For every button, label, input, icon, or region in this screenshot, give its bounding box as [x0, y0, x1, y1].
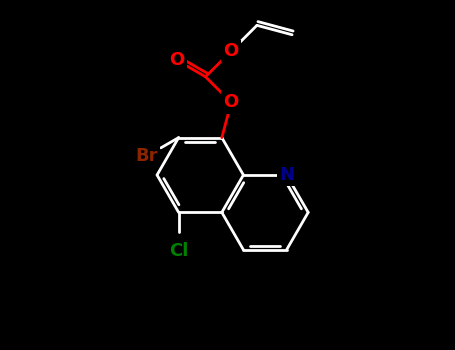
Text: Cl: Cl — [169, 242, 188, 260]
Text: O: O — [223, 93, 239, 112]
Text: Br: Br — [135, 147, 157, 165]
Text: O: O — [223, 42, 239, 60]
Text: O: O — [170, 51, 185, 69]
Text: N: N — [279, 166, 294, 184]
